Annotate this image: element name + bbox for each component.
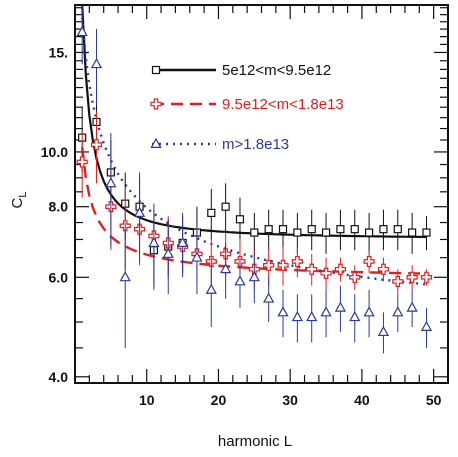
data-point <box>76 156 88 168</box>
data-points <box>76 5 433 354</box>
data-point <box>150 98 162 110</box>
data-point <box>248 271 260 282</box>
data-point <box>278 225 288 234</box>
data-point <box>349 271 361 283</box>
data-point <box>250 228 259 237</box>
x-tick-label: 40 <box>354 392 370 408</box>
data-point <box>422 228 431 237</box>
x-tick-label: 30 <box>282 392 298 408</box>
data-point <box>263 259 275 271</box>
data-point <box>151 65 161 75</box>
y-tick-label: 10.0 <box>41 144 68 160</box>
data-point <box>76 25 88 37</box>
legend-label: m>1.8e13 <box>222 136 289 153</box>
y-tick-label: 4.0 <box>49 369 69 385</box>
data-point <box>263 292 275 303</box>
data-point <box>291 310 303 322</box>
x-tick-label: 50 <box>426 392 442 408</box>
y-axis-label-main: C <box>9 197 26 208</box>
data-point <box>377 263 390 275</box>
data-point <box>406 271 418 283</box>
data-point <box>176 236 189 247</box>
data-point <box>205 283 217 294</box>
data-point <box>334 263 347 275</box>
data-point <box>207 208 216 218</box>
data-point <box>334 301 347 312</box>
data-point <box>408 228 417 237</box>
data-point <box>406 301 418 312</box>
data-point <box>105 177 117 188</box>
y-axis-label: CL <box>9 192 29 209</box>
data-point <box>235 215 245 224</box>
x-axis-label: harmonic L <box>218 433 292 450</box>
y-tick-label: 15. <box>49 44 68 60</box>
data-point <box>150 137 162 148</box>
data-point <box>363 306 375 317</box>
y-axis-label-subscript: L <box>17 192 29 198</box>
data-point <box>420 320 433 331</box>
data-point <box>90 57 103 69</box>
data-point <box>392 275 404 288</box>
data-point <box>320 306 332 317</box>
data-point <box>162 247 174 258</box>
data-point <box>350 225 359 234</box>
y-tick-label: 6.0 <box>49 269 69 285</box>
data-point <box>221 202 230 211</box>
data-point <box>336 225 345 234</box>
data-point <box>277 306 289 317</box>
data-point <box>306 310 318 322</box>
fit-curve <box>81 4 427 238</box>
legend-label: 5e12<m<9.5e12 <box>222 62 331 79</box>
data-point <box>291 255 303 268</box>
data-point <box>321 228 331 237</box>
x-tick-label: 20 <box>211 392 227 408</box>
axis-ticks: 10 20 30 40 50 4.0 6.0 8.0 10.0 15. <box>41 5 448 408</box>
legend: 5e12<m<9.5e12 9.5e12<m<1.8e13 m>1.8e13 <box>150 62 344 153</box>
y-tick-label: 8.0 <box>49 199 69 215</box>
data-point <box>234 275 246 286</box>
data-point <box>191 251 203 262</box>
data-point <box>306 263 318 275</box>
data-point <box>420 271 433 283</box>
data-point <box>220 262 232 274</box>
data-point <box>364 228 374 237</box>
data-point <box>277 259 289 271</box>
data-point <box>293 228 302 237</box>
data-point <box>264 225 273 234</box>
data-point <box>379 225 388 234</box>
data-point <box>148 236 160 247</box>
x-tick-label: 10 <box>139 392 155 408</box>
data-point <box>349 310 361 322</box>
data-point <box>392 306 404 317</box>
data-point <box>393 225 402 234</box>
data-point <box>307 225 316 234</box>
data-point <box>119 271 131 282</box>
data-point <box>133 206 146 217</box>
data-point <box>363 255 375 268</box>
data-point <box>90 139 103 151</box>
data-point <box>377 325 390 337</box>
data-point <box>320 267 332 279</box>
legend-label: 9.5e12<m<1.8e13 <box>222 96 344 113</box>
